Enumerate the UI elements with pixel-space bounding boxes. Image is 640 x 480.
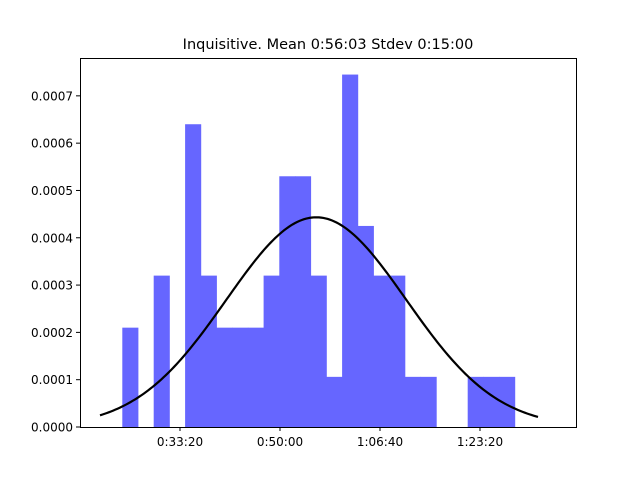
- histogram-bar-22: [467, 376, 484, 427]
- histogram-bar-13: [326, 376, 343, 427]
- histogram-bar-7: [232, 327, 249, 427]
- x-tick-label-0: 0:33:20: [157, 435, 203, 449]
- histogram-bar-23: [483, 376, 500, 427]
- histogram-bar-17: [389, 275, 406, 427]
- y-tick-label-4: 0.0004: [31, 231, 73, 245]
- histogram-bar-12: [310, 275, 327, 427]
- y-tick-label-0: 0.0000: [31, 421, 73, 435]
- y-tick-label-7: 0.0007: [31, 89, 73, 103]
- normal-curve: [99, 216, 539, 418]
- plot-frame: [80, 58, 577, 428]
- histogram-bar-9: [263, 275, 280, 427]
- histogram-bar-4: [185, 124, 202, 427]
- y-tick-label-1: 0.0001: [31, 373, 73, 387]
- histogram-bars: [122, 74, 516, 428]
- histogram-bar-8: [247, 327, 264, 427]
- y-axis: 0.0000 0.0001 0.0002 0.0003 0.0004 0.0005 0.00…: [31, 89, 80, 435]
- histogram-bar-10: [279, 176, 296, 427]
- x-tick-label-2: 1:06:40: [357, 435, 403, 449]
- histogram-bar-6: [216, 327, 233, 427]
- y-tick-label-2: 0.0002: [31, 326, 73, 340]
- histogram-bar-0: [122, 327, 139, 427]
- histogram-bar-5: [200, 275, 217, 427]
- histogram-bar-15: [357, 225, 374, 427]
- histogram-bar-24: [499, 376, 516, 427]
- histogram-bar-14: [342, 74, 359, 428]
- histogram-bar-2: [153, 275, 170, 427]
- y-tick-label-3: 0.0003: [31, 279, 73, 293]
- histogram-bar-18: [404, 376, 421, 427]
- histogram-bar-19: [420, 376, 437, 427]
- x-axis: 0:33:20 0:50:00 1:06:40 1:23:20: [157, 427, 503, 449]
- x-tick-label-1: 0:50:00: [257, 435, 303, 449]
- y-tick-label-6: 0.0006: [31, 137, 73, 151]
- histogram-bar-11: [295, 176, 312, 427]
- y-tick-label-5: 0.0005: [31, 184, 73, 198]
- histogram-bar-16: [373, 275, 390, 427]
- x-tick-label-3: 1:23:20: [457, 435, 503, 449]
- chart-title: Inquisitive. Mean 0:56:03 Stdev 0:15:00: [183, 37, 474, 53]
